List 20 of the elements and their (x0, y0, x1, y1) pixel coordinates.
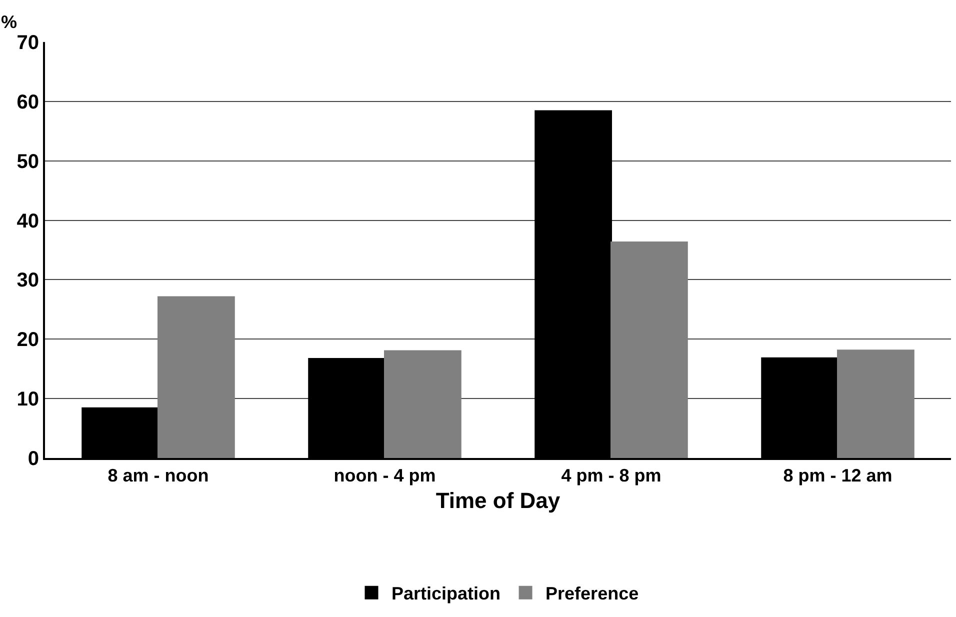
y-tick-label: 60 (16, 91, 39, 114)
y-tick-label: 50 (16, 150, 39, 173)
x-tick-label: 8 pm - 12 am (783, 466, 892, 486)
y-tick-label: 0 (28, 448, 39, 470)
bar (837, 350, 914, 458)
x-axis-title: Time of Day (436, 488, 561, 513)
legend-label: Preference (546, 584, 639, 604)
y-tick-label: 10 (16, 388, 39, 411)
bar (610, 242, 688, 458)
x-tick-label: 8 am - noon (108, 466, 209, 486)
y-axis-title: % (1, 12, 18, 32)
y-tick-label: 40 (16, 210, 39, 232)
y-tick-label: 70 (16, 32, 39, 54)
bar (158, 296, 235, 458)
x-tick-label: noon - 4 pm (334, 466, 436, 486)
y-tick-label: 30 (16, 270, 39, 292)
y-tick-label: 20 (16, 329, 39, 352)
legend-label: Participation (392, 584, 501, 604)
bar (384, 350, 462, 458)
x-tick-label: 4 pm - 8 pm (561, 466, 662, 486)
